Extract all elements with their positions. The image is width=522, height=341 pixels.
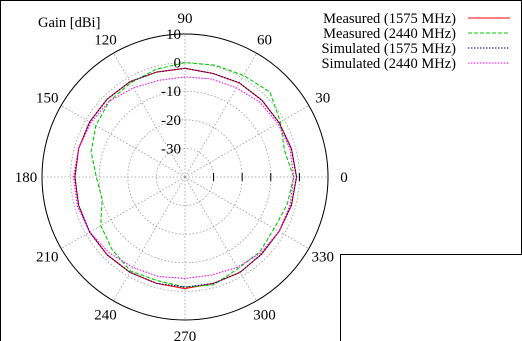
tick-labels: 0 30 60 90 120 150 180 210 240 270 300 330 10 0 -10 -20… (15, 11, 348, 341)
radial-tick-label: -20 (161, 113, 181, 129)
angle-tick-label: 150 (36, 91, 59, 107)
series-line-3 (74, 67, 298, 288)
grid-spoke (184, 52, 257, 178)
angle-tick-label: 300 (253, 308, 276, 324)
radial-tick-label: -10 (161, 84, 181, 100)
legend-label: Measured (1575 MHz) (323, 11, 456, 27)
radial-tick-label: -30 (161, 141, 181, 157)
polar-grid (41, 33, 329, 321)
series-group (72, 62, 298, 290)
series-line-2 (90, 62, 295, 288)
legend: Measured (1575 MHz)Measured (2440 MHz)Si… (321, 11, 510, 72)
angle-tick-label: 180 (15, 170, 38, 186)
grid-spoke (184, 176, 310, 249)
angle-tick-label: 120 (94, 32, 117, 48)
angle-tick-label: 270 (174, 329, 197, 341)
grid-spoke (113, 52, 186, 178)
grid-spoke (60, 105, 186, 178)
radial-axis-label: Gain [dBi] (38, 15, 100, 31)
legend-label: Simulated (2440 MHz) (321, 56, 456, 72)
angle-tick-label: 90 (178, 11, 193, 27)
radial-tick-marks (213, 173, 329, 181)
radial-tick-label: 10 (166, 27, 181, 43)
angle-tick-label: 60 (257, 32, 272, 48)
angle-tick-label: 330 (311, 250, 334, 266)
legend-label: Measured (2440 MHz) (323, 26, 456, 42)
angle-tick-label: 0 (340, 170, 348, 186)
series-line-4 (72, 76, 295, 280)
angle-tick-label: 240 (94, 308, 117, 324)
angle-tick-label: 30 (315, 91, 330, 107)
legend-label: Simulated (1575 MHz) (321, 41, 456, 57)
angle-tick-label: 210 (36, 250, 59, 266)
grid-spoke (113, 176, 186, 302)
grid-spoke (184, 105, 310, 178)
grid-spoke (184, 176, 257, 302)
grid-spoke (60, 176, 186, 249)
radial-tick-label: 0 (174, 56, 182, 72)
